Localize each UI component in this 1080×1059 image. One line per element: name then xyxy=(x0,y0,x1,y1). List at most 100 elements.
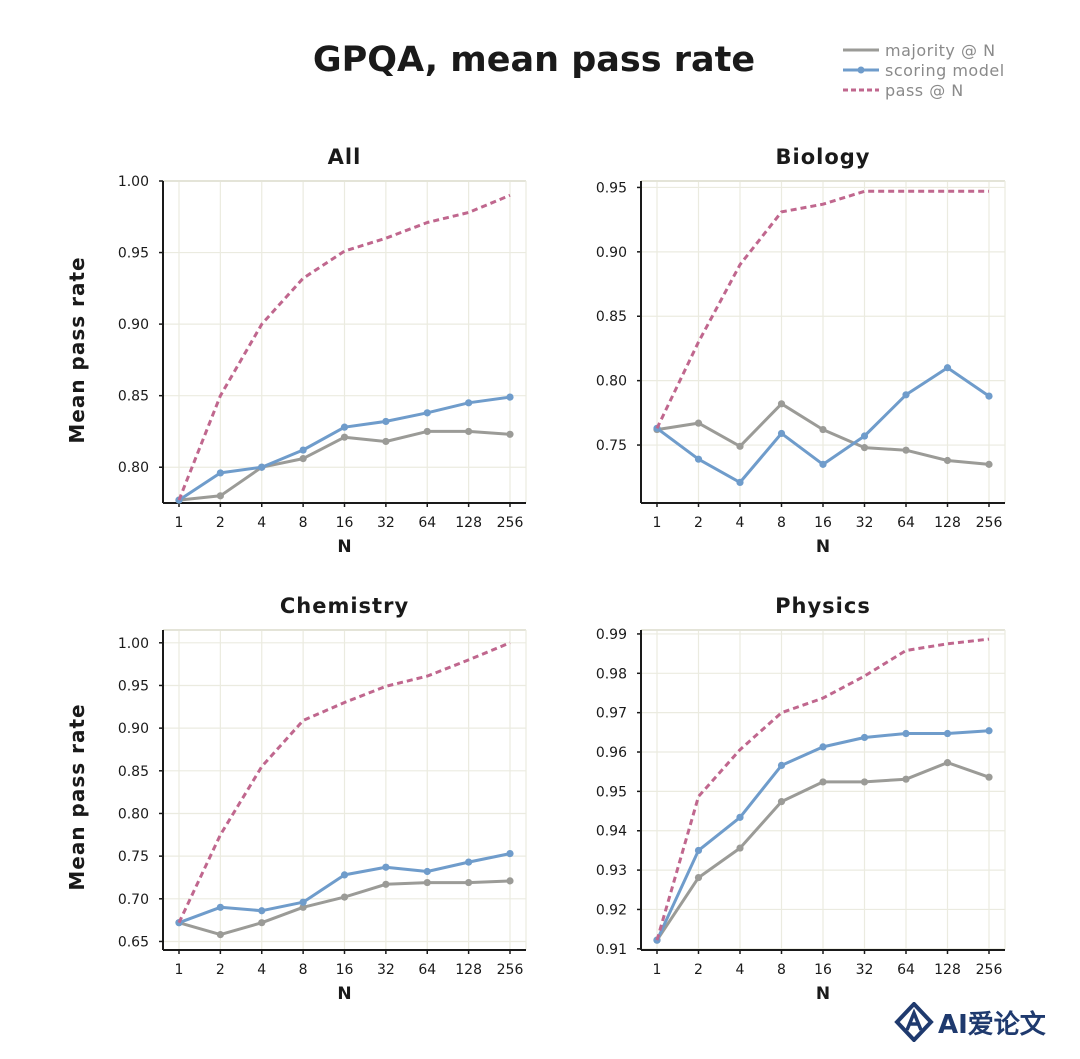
y-tick-label: 0.94 xyxy=(596,824,627,840)
legend-item-majority: majority @ N xyxy=(843,40,1043,60)
x-tick-label: 2 xyxy=(216,515,225,531)
x-tick-label: 64 xyxy=(418,962,436,978)
watermark-text: AI爱论文 xyxy=(938,1009,1046,1040)
legend-swatch-majority xyxy=(843,48,879,52)
y-tick-label: 0.85 xyxy=(118,389,149,405)
series-point-scoring-model xyxy=(299,898,307,906)
series-point-majority xyxy=(382,437,390,446)
x-tick-label: 16 xyxy=(814,962,832,978)
series-point-scoring-model xyxy=(465,858,473,866)
y-tick-label: 1.00 xyxy=(118,636,149,652)
y-tick-label: 0.99 xyxy=(596,627,627,643)
x-tick-label: 32 xyxy=(856,962,874,978)
series-point-scoring-model xyxy=(943,364,952,372)
series-point-scoring-model xyxy=(943,729,952,738)
subplot-title: Chemistry xyxy=(280,594,409,618)
series-point-majority xyxy=(902,775,910,783)
subplot-all: 0.80 0.85 0.90 0.95 1.00 1 2 4 8 16 32 64 128 256 N All xyxy=(118,145,527,557)
series-point-scoring-model xyxy=(423,867,431,876)
x-tick-label: 32 xyxy=(856,515,874,531)
x-tick-label: 1 xyxy=(175,515,184,531)
series-point-scoring-model xyxy=(819,460,827,468)
series-point-scoring-model xyxy=(860,733,869,742)
series-line-pass-at-n xyxy=(177,641,511,924)
legend-label-pass-at-n: pass @ N xyxy=(885,80,964,100)
series-point-majority xyxy=(299,455,307,463)
x-tick-label: 8 xyxy=(777,962,786,978)
series-point-majority xyxy=(382,880,390,888)
series-point-scoring-model xyxy=(985,392,993,400)
x-axis-label: N xyxy=(337,984,351,1004)
series-point-majority xyxy=(943,759,952,767)
subplot-chemistry: 0.65 0.70 0.75 0.80 0.85 0.90 0.95 1.00 1 2 4 8 16 32… xyxy=(118,594,527,1004)
legend-item-scoring-model: scoring model xyxy=(843,60,1043,80)
y-tick-label: 0.93 xyxy=(596,863,627,879)
series-point-majority xyxy=(985,460,993,468)
x-tick-label: 1 xyxy=(653,515,662,531)
series-point-majority xyxy=(506,877,514,885)
series-point-scoring-model xyxy=(777,761,786,769)
y-tick-label: 0.75 xyxy=(596,438,627,454)
subplot-biology: 0.75 0.80 0.85 0.90 0.95 1 2 4 8 16 32 64 128 256 N Bio… xyxy=(596,145,1006,557)
y-tick-label: 0.97 xyxy=(596,706,627,722)
x-tick-label: 16 xyxy=(814,515,832,531)
x-tick-label: 8 xyxy=(777,515,786,531)
subplot-title: Physics xyxy=(775,594,871,618)
series-point-scoring-model xyxy=(506,393,514,401)
series-point-scoring-model xyxy=(819,743,827,751)
series-line-pass-at-n xyxy=(655,637,990,941)
series-point-scoring-model xyxy=(985,727,993,735)
series-point-majority xyxy=(694,419,703,427)
x-tick-label: 4 xyxy=(736,962,745,978)
series-point-majority xyxy=(258,919,266,927)
series-point-scoring-model xyxy=(506,849,514,858)
y-tick-label: 0.95 xyxy=(596,180,627,196)
series-point-majority xyxy=(902,446,910,454)
series-point-majority xyxy=(736,442,744,450)
x-tick-label: 128 xyxy=(455,515,482,531)
figure-title: GPQA, mean pass rate xyxy=(312,40,756,80)
watermark: AI爱论文 xyxy=(894,1002,1046,1042)
x-tick-label: 32 xyxy=(377,962,395,978)
y-tick-label: 0.75 xyxy=(118,849,149,865)
x-axis-label: N xyxy=(816,984,830,1004)
series-point-majority xyxy=(694,873,703,882)
y-tick-label: 0.98 xyxy=(596,666,627,682)
series-point-scoring-model xyxy=(340,423,349,431)
series-point-scoring-model xyxy=(694,846,703,855)
series-point-scoring-model xyxy=(465,399,473,407)
series-point-scoring-model xyxy=(258,463,266,471)
x-tick-label: 64 xyxy=(897,962,915,978)
x-tick-label: 64 xyxy=(418,515,436,531)
x-tick-label: 256 xyxy=(497,962,524,978)
series-point-scoring-model xyxy=(694,455,703,463)
subplot-title: Biology xyxy=(776,145,871,169)
x-tick-label: 256 xyxy=(976,515,1003,531)
y-tick-label: 0.92 xyxy=(596,902,627,918)
y-tick-label: 0.90 xyxy=(118,317,149,333)
series-point-majority xyxy=(943,456,952,465)
series-point-scoring-model xyxy=(777,429,786,438)
x-tick-label: 4 xyxy=(736,515,745,531)
y-tick-label: 1.00 xyxy=(118,174,149,190)
legend: majority @ N scoring model pass @ N xyxy=(843,40,1043,100)
x-tick-label: 32 xyxy=(377,515,395,531)
series-point-majority xyxy=(860,778,869,786)
y-tick-label: 0.91 xyxy=(596,942,627,958)
x-tick-label: 2 xyxy=(216,962,225,978)
series-point-majority xyxy=(777,798,786,806)
series-point-majority xyxy=(340,893,349,901)
series-point-scoring-model xyxy=(902,729,910,738)
y-tick-label: 0.65 xyxy=(118,934,149,950)
series-line-pass-at-n xyxy=(655,189,989,429)
subplot-title: All xyxy=(328,145,362,169)
series-point-scoring-model xyxy=(216,469,224,477)
x-tick-label: 2 xyxy=(694,515,703,531)
series-point-scoring-model xyxy=(860,432,869,440)
series-point-scoring-model xyxy=(382,863,390,871)
x-tick-label: 128 xyxy=(934,962,961,978)
series-point-scoring-model xyxy=(258,907,266,915)
legend-label-scoring-model: scoring model xyxy=(885,60,1005,80)
y-tick-label: 0.80 xyxy=(596,374,627,390)
